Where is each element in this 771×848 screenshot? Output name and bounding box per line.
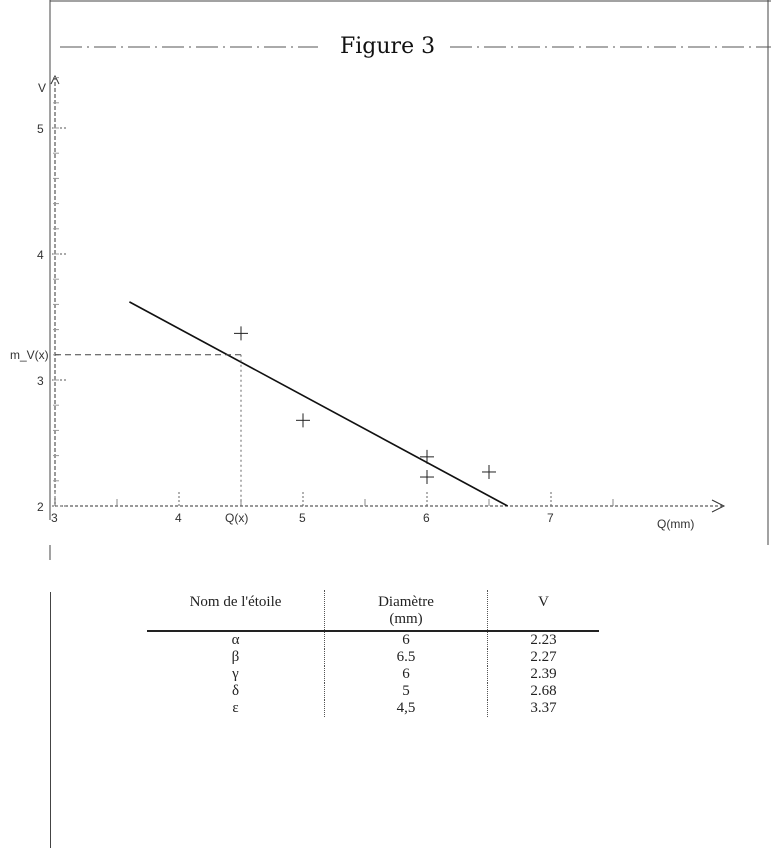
cell-magnitude: 2.68: [487, 683, 599, 700]
header-star-name: Nom de l'étoile: [147, 590, 325, 632]
y-axis-label: V: [38, 81, 46, 95]
y-tick-label: 4: [37, 248, 44, 262]
y-tick-label: 3: [37, 374, 44, 388]
cell-star-name: β: [231, 649, 240, 665]
cell-magnitude: 2.27: [487, 649, 599, 666]
x-marker-label: Q(x): [225, 511, 248, 525]
cell-magnitude: 3.37: [487, 700, 599, 717]
table-header-row: Nom de l'étoile Diamètre (mm) V: [147, 590, 599, 632]
cell-diameter: 5: [324, 683, 488, 700]
star-data-table: Nom de l'étoile Diamètre (mm) V α 6 2.23…: [147, 590, 599, 717]
fit-line: [129, 301, 508, 507]
x-tick-label: 5: [299, 511, 306, 525]
figure-title: Figure 3: [340, 34, 435, 59]
cell-diameter: 6: [324, 631, 488, 649]
cell-star-name: α: [231, 632, 240, 648]
y-marker-label: m_V(x): [10, 348, 49, 362]
cell-star-name: ε: [232, 700, 239, 716]
table-row: α 6 2.23: [147, 631, 599, 649]
header-magnitude: V: [487, 590, 599, 632]
table-row: β 6.5 2.27: [147, 649, 599, 666]
page-margin-line: [50, 592, 51, 848]
cell-diameter: 6: [324, 666, 488, 683]
x-axis-arrow: [711, 499, 726, 513]
cell-magnitude: 2.23: [487, 631, 599, 649]
star-data-table-container: Nom de l'étoile Diamètre (mm) V α 6 2.23…: [147, 590, 599, 717]
cell-diameter: 6.5: [324, 649, 488, 666]
cell-star-name: δ: [231, 683, 240, 699]
x-tick-label: 3: [51, 511, 58, 525]
y-tick-label: 5: [37, 122, 44, 136]
x-tick-label: 7: [547, 511, 554, 525]
table-row: ε 4,5 3.37: [147, 700, 599, 717]
cell-magnitude: 2.39: [487, 666, 599, 683]
y-tick-label: 2: [37, 500, 44, 514]
cell-star-name: γ: [232, 666, 239, 682]
cell-diameter: 4,5: [324, 700, 488, 717]
x-tick-label: 6: [423, 511, 430, 525]
table-row: γ 6 2.39: [147, 666, 599, 683]
x-tick-label: 4: [175, 511, 182, 525]
y-axis-arrow: [50, 74, 60, 85]
x-axis-label: Q(mm): [657, 517, 694, 531]
table-row: δ 5 2.68: [147, 683, 599, 700]
header-diameter: Diamètre (mm): [324, 590, 488, 632]
